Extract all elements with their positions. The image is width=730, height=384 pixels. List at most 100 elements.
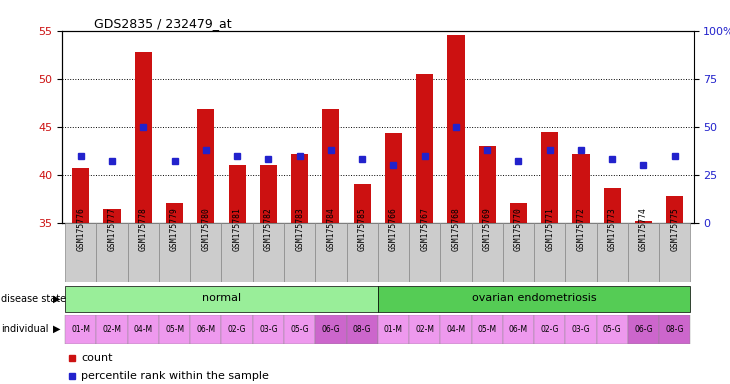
Bar xyxy=(322,109,339,223)
FancyBboxPatch shape xyxy=(472,223,503,282)
FancyBboxPatch shape xyxy=(284,223,315,282)
FancyBboxPatch shape xyxy=(378,286,691,311)
FancyBboxPatch shape xyxy=(128,223,159,282)
Bar xyxy=(166,202,183,223)
FancyBboxPatch shape xyxy=(534,223,565,282)
Text: GSM175767: GSM175767 xyxy=(420,207,429,251)
Text: 01-M: 01-M xyxy=(384,325,403,334)
FancyBboxPatch shape xyxy=(409,315,440,344)
Bar xyxy=(479,146,496,223)
FancyBboxPatch shape xyxy=(96,315,128,344)
FancyBboxPatch shape xyxy=(221,315,253,344)
Text: GSM175777: GSM175777 xyxy=(107,207,117,251)
Text: 01-M: 01-M xyxy=(72,325,91,334)
FancyBboxPatch shape xyxy=(159,223,191,282)
FancyBboxPatch shape xyxy=(628,315,659,344)
FancyBboxPatch shape xyxy=(628,223,659,282)
Text: GSM175766: GSM175766 xyxy=(389,207,398,251)
Text: 08-G: 08-G xyxy=(353,325,372,334)
Text: GSM175780: GSM175780 xyxy=(201,207,210,251)
Text: disease state: disease state xyxy=(1,294,66,304)
Text: 06-G: 06-G xyxy=(634,325,653,334)
Text: GDS2835 / 232479_at: GDS2835 / 232479_at xyxy=(93,17,231,30)
Text: 05-M: 05-M xyxy=(165,325,184,334)
Text: GSM175783: GSM175783 xyxy=(295,207,304,251)
Bar xyxy=(197,109,215,223)
Text: GSM175775: GSM175775 xyxy=(670,207,679,251)
Text: 06-G: 06-G xyxy=(322,325,340,334)
Text: 06-M: 06-M xyxy=(509,325,528,334)
FancyBboxPatch shape xyxy=(565,315,596,344)
FancyBboxPatch shape xyxy=(159,315,191,344)
Bar xyxy=(228,165,246,223)
Text: GSM175785: GSM175785 xyxy=(358,207,366,251)
FancyBboxPatch shape xyxy=(315,223,347,282)
Text: GSM175772: GSM175772 xyxy=(577,207,585,251)
Bar xyxy=(385,133,402,223)
Bar xyxy=(353,184,371,223)
Text: GSM175770: GSM175770 xyxy=(514,207,523,251)
Text: count: count xyxy=(81,353,112,363)
Bar xyxy=(604,188,620,223)
FancyBboxPatch shape xyxy=(440,315,472,344)
Text: 05-G: 05-G xyxy=(603,325,621,334)
FancyBboxPatch shape xyxy=(534,315,565,344)
Text: GSM175784: GSM175784 xyxy=(326,207,335,251)
Text: 05-M: 05-M xyxy=(477,325,496,334)
FancyBboxPatch shape xyxy=(221,223,253,282)
Text: 02-G: 02-G xyxy=(540,325,559,334)
FancyBboxPatch shape xyxy=(96,223,128,282)
Text: GSM175779: GSM175779 xyxy=(170,207,179,251)
FancyBboxPatch shape xyxy=(378,223,409,282)
Text: percentile rank within the sample: percentile rank within the sample xyxy=(81,371,269,381)
Text: 03-G: 03-G xyxy=(259,325,277,334)
FancyBboxPatch shape xyxy=(347,315,378,344)
Text: GSM175773: GSM175773 xyxy=(607,207,617,251)
Bar xyxy=(416,74,434,223)
FancyBboxPatch shape xyxy=(191,315,221,344)
FancyBboxPatch shape xyxy=(65,315,96,344)
FancyBboxPatch shape xyxy=(253,223,284,282)
FancyBboxPatch shape xyxy=(503,223,534,282)
Text: individual: individual xyxy=(1,324,49,334)
Bar xyxy=(135,52,152,223)
FancyBboxPatch shape xyxy=(315,315,347,344)
Text: GSM175778: GSM175778 xyxy=(139,207,148,251)
Bar xyxy=(447,35,464,223)
FancyBboxPatch shape xyxy=(191,223,221,282)
FancyBboxPatch shape xyxy=(596,315,628,344)
Bar xyxy=(666,196,683,223)
FancyBboxPatch shape xyxy=(503,315,534,344)
Text: 05-G: 05-G xyxy=(291,325,309,334)
FancyBboxPatch shape xyxy=(128,315,159,344)
Text: 04-M: 04-M xyxy=(446,325,466,334)
FancyBboxPatch shape xyxy=(347,223,378,282)
Bar xyxy=(572,154,590,223)
FancyBboxPatch shape xyxy=(440,223,472,282)
Text: ▶: ▶ xyxy=(53,324,60,334)
Text: GSM175769: GSM175769 xyxy=(483,207,492,251)
Text: ▶: ▶ xyxy=(53,294,60,304)
Bar xyxy=(635,221,652,223)
Text: 04-M: 04-M xyxy=(134,325,153,334)
Bar xyxy=(291,154,308,223)
FancyBboxPatch shape xyxy=(253,315,284,344)
Bar xyxy=(260,165,277,223)
Text: 06-M: 06-M xyxy=(196,325,215,334)
Text: GSM175782: GSM175782 xyxy=(264,207,273,251)
FancyBboxPatch shape xyxy=(659,315,691,344)
Text: GSM175776: GSM175776 xyxy=(77,207,85,251)
Bar xyxy=(72,168,89,223)
Bar xyxy=(104,209,120,223)
Text: 03-G: 03-G xyxy=(572,325,591,334)
Bar xyxy=(541,131,558,223)
Bar xyxy=(510,202,527,223)
Text: 08-G: 08-G xyxy=(666,325,684,334)
FancyBboxPatch shape xyxy=(472,315,503,344)
Text: 02-G: 02-G xyxy=(228,325,246,334)
FancyBboxPatch shape xyxy=(378,315,409,344)
FancyBboxPatch shape xyxy=(565,223,596,282)
Text: ovarian endometriosis: ovarian endometriosis xyxy=(472,293,596,303)
FancyBboxPatch shape xyxy=(65,286,378,311)
FancyBboxPatch shape xyxy=(659,223,691,282)
